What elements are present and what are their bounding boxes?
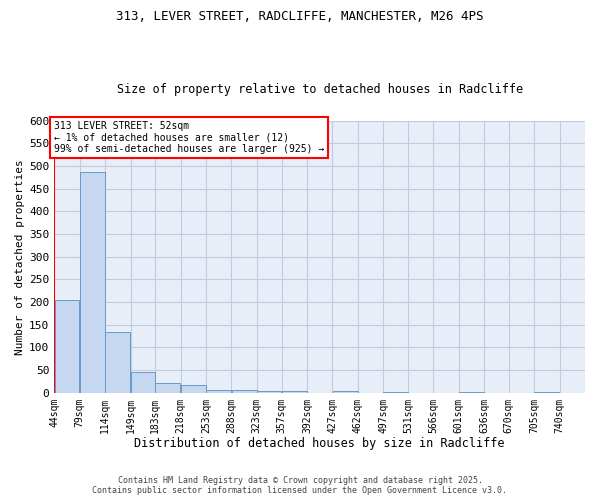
X-axis label: Distribution of detached houses by size in Radcliffe: Distribution of detached houses by size … [134, 437, 505, 450]
Bar [106, 332, 130, 392]
Bar [232, 390, 257, 392]
Y-axis label: Number of detached properties: Number of detached properties [15, 159, 25, 354]
Text: 313, LEVER STREET, RADCLIFFE, MANCHESTER, M26 4PS: 313, LEVER STREET, RADCLIFFE, MANCHESTER… [116, 10, 484, 23]
Bar [155, 383, 181, 392]
Bar [206, 390, 231, 392]
Text: Contains HM Land Registry data © Crown copyright and database right 2025.
Contai: Contains HM Land Registry data © Crown c… [92, 476, 508, 495]
Bar [131, 372, 155, 392]
Bar [181, 385, 206, 392]
Bar [55, 300, 79, 392]
Title: Size of property relative to detached houses in Radcliffe: Size of property relative to detached ho… [116, 83, 523, 96]
Bar [257, 391, 281, 392]
Bar [80, 172, 105, 392]
Text: 313 LEVER STREET: 52sqm
← 1% of detached houses are smaller (12)
99% of semi-det: 313 LEVER STREET: 52sqm ← 1% of detached… [54, 121, 325, 154]
